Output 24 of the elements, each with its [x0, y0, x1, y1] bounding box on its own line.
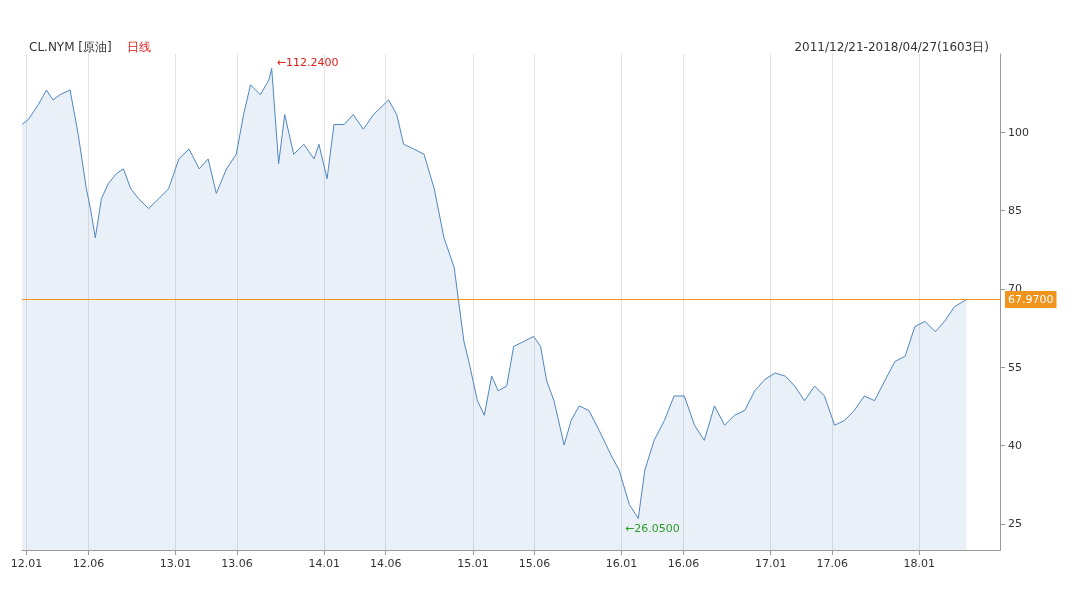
- y-tick-label: 40: [1008, 439, 1022, 453]
- chart-title: CL.NYM [原油]: [29, 40, 112, 54]
- x-tick-label: 12.06: [72, 557, 105, 570]
- x-tick-label: 13.01: [159, 557, 192, 570]
- x-tick-label: 14.01: [308, 557, 340, 570]
- annotation: ←112.2400: [276, 55, 339, 69]
- x-tick-label: 12.01: [10, 557, 43, 570]
- y-tick-label: 55: [1008, 360, 1022, 374]
- x-tick-label: 18.01: [903, 557, 936, 570]
- y-tick-label: 25: [1008, 517, 1022, 531]
- x-tick-label: 17.01: [754, 557, 787, 570]
- x-tick-label: 14.06: [370, 557, 402, 570]
- x-tick-label: 16.06: [667, 557, 700, 570]
- x-tick-label: 15.06: [518, 557, 551, 570]
- x-tick-label: 16.01: [605, 557, 638, 570]
- chart-subtitle: 日线: [127, 40, 151, 54]
- x-tick-label: 17.06: [816, 557, 848, 570]
- y-tick-label: 85: [1008, 204, 1022, 218]
- ref-line-label: 67.9700: [1008, 293, 1054, 307]
- text: 2011/12/21-2018/04/27(1603日): [794, 40, 989, 54]
- x-tick-label: 15.01: [457, 557, 489, 570]
- annotation: ←26.0500: [624, 522, 680, 536]
- y-tick-label: 100: [1008, 125, 1029, 139]
- x-tick-label: 13.06: [221, 557, 253, 570]
